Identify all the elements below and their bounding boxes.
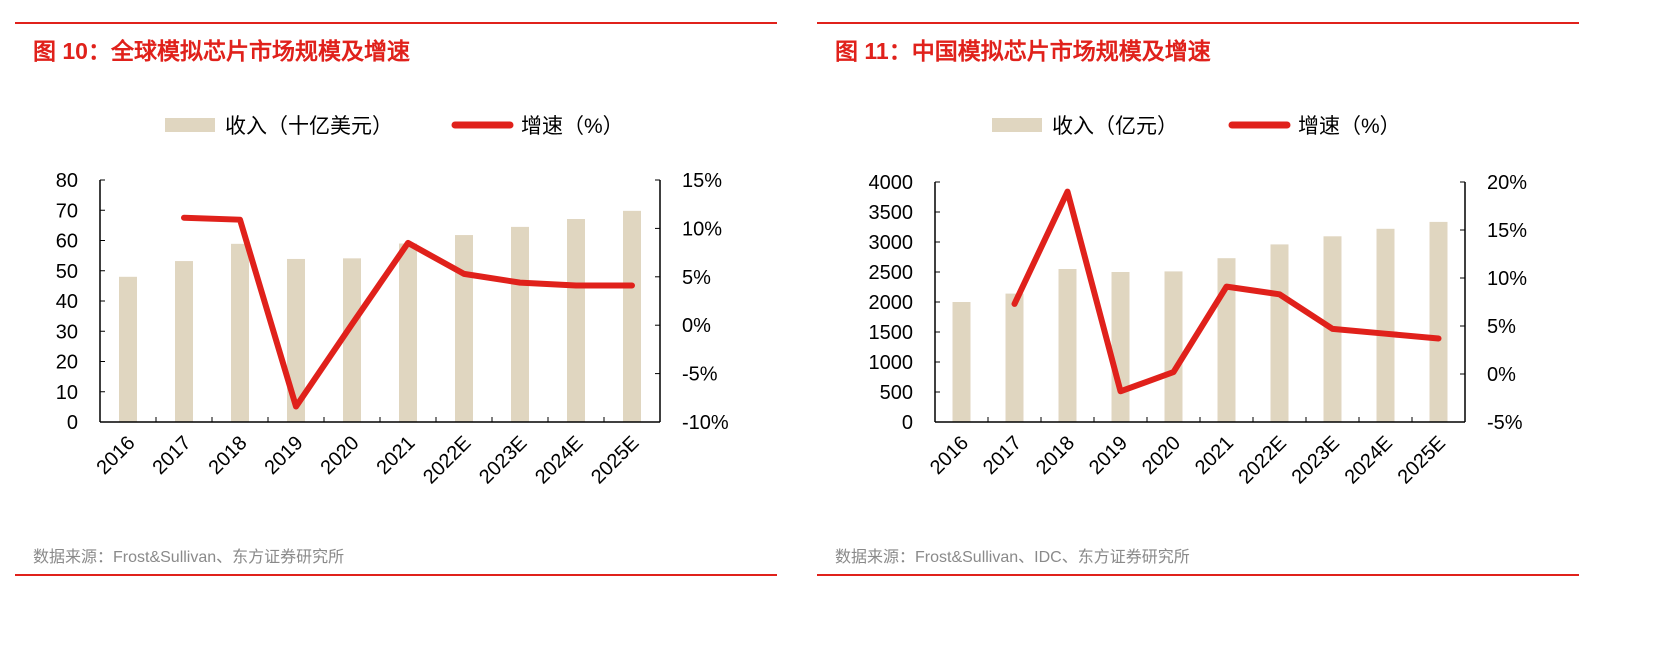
bar-2018 — [1058, 269, 1077, 422]
chart-title: 图 10：全球模拟芯片市场规模及增速 — [33, 38, 410, 64]
x-tick-label: 2019 — [261, 432, 308, 479]
top-divider — [817, 22, 1579, 24]
bar-2025E — [1429, 221, 1448, 422]
bottom-divider — [817, 574, 1579, 576]
x-tick-label: 2024E — [531, 432, 587, 488]
right-tick-label: 0% — [682, 315, 711, 337]
x-tick-label: 2021 — [1191, 432, 1238, 479]
bar-2016 — [952, 302, 971, 422]
x-tick-label: 2021 — [373, 432, 420, 479]
x-tick-label: 2016 — [93, 432, 140, 479]
left-tick-label: 20 — [56, 352, 78, 374]
chart-title: 图 11：中国模拟芯片市场规模及增速 — [835, 38, 1211, 64]
bar-2018 — [231, 243, 249, 422]
bar-2024E — [567, 219, 585, 422]
legend-label-line: 增速（%） — [1298, 115, 1401, 138]
right-tick-label: 10% — [682, 218, 722, 240]
x-tick-label: 2018 — [205, 432, 252, 479]
right-tick-label: -5% — [1487, 412, 1523, 434]
x-tick-label: 2022E — [1235, 432, 1291, 488]
x-tick-label: 2020 — [317, 432, 364, 479]
left-tick-label: 4000 — [869, 172, 914, 194]
x-tick-label: 2025E — [587, 432, 643, 488]
left-tick-label: 70 — [56, 200, 78, 222]
left-tick-label: 500 — [880, 382, 913, 404]
left-tick-label: 80 — [56, 170, 78, 192]
left-tick-label: 3500 — [869, 202, 914, 224]
left-tick-label: 2500 — [869, 262, 914, 284]
bar-2021 — [1217, 258, 1236, 422]
left-tick-label: 2000 — [869, 292, 914, 314]
source-note: 数据来源：Frost&Sullivan、东方证券研究所 — [33, 549, 345, 566]
top-divider — [15, 22, 777, 24]
right-tick-label: 15% — [1487, 220, 1527, 242]
chart-svg: 收入（十亿美元） 增速（%） 0 10 20 30 40 50 60 70 80 -10% -5% 0% 5… — [56, 115, 729, 488]
x-tick-label: 2019 — [1085, 432, 1132, 479]
bar-2021 — [399, 243, 417, 422]
right-tick-label: -5% — [682, 364, 718, 386]
bar-2017 — [175, 261, 193, 422]
bar-2019 — [1111, 272, 1130, 422]
right-tick-label: -10% — [682, 412, 729, 434]
x-tick-label: 2020 — [1138, 432, 1185, 479]
left-tick-label: 1000 — [869, 352, 914, 374]
left-tick-label: 40 — [56, 291, 78, 313]
x-tick-label: 2018 — [1032, 432, 1079, 479]
right-tick-label: 0% — [1487, 364, 1516, 386]
bar-2016 — [119, 276, 137, 422]
left-tick-label: 3000 — [869, 232, 914, 254]
legend-label-line: 增速（%） — [521, 115, 624, 138]
x-tick-label: 2017 — [149, 432, 196, 479]
bottom-divider — [15, 574, 777, 576]
legend-label-bar: 收入（亿元） — [1052, 115, 1178, 138]
chart-panel-global: 图 10：全球模拟芯片市场规模及增速 收入（十亿美元） 增速（%） 0 10 20 30 4… — [15, 0, 777, 649]
bar-2025E — [623, 210, 641, 422]
x-tick-label: 2017 — [979, 432, 1026, 479]
x-tick-label: 2024E — [1341, 432, 1397, 488]
left-tick-label: 10 — [56, 382, 78, 404]
bar-2017 — [1005, 293, 1024, 422]
legend-swatch-bar — [165, 118, 215, 132]
left-tick-label: 0 — [902, 412, 913, 434]
chart-panel-china: 图 11：中国模拟芯片市场规模及增速 收入（亿元） 增速（%） 0 500 1000 15… — [817, 0, 1579, 649]
x-tick-label: 2025E — [1394, 432, 1450, 488]
left-tick-label: 0 — [67, 412, 78, 434]
chart-svg: 收入（亿元） 增速（%） 0 500 1000 1500 2000 2500 3000 3500 4… — [869, 115, 1528, 488]
x-tick-label: 2016 — [926, 432, 973, 479]
bar-2020 — [1164, 271, 1183, 422]
right-tick-label: 5% — [682, 267, 711, 289]
right-tick-label: 5% — [1487, 316, 1516, 338]
left-tick-label: 1500 — [869, 322, 914, 344]
x-tick-label: 2022E — [419, 432, 475, 488]
left-tick-label: 60 — [56, 231, 78, 253]
right-tick-label: 10% — [1487, 268, 1527, 290]
legend-swatch-bar — [992, 118, 1042, 132]
left-tick-label: 50 — [56, 261, 78, 283]
bar-2022E — [455, 235, 473, 422]
source-note: 数据来源：Frost&Sullivan、IDC、东方证券研究所 — [835, 549, 1190, 566]
left-tick-label: 30 — [56, 321, 78, 343]
x-tick-label: 2023E — [475, 432, 531, 488]
bar-2023E — [511, 226, 529, 422]
x-tick-label: 2023E — [1288, 432, 1344, 488]
right-tick-label: 20% — [1487, 172, 1527, 194]
legend-label-bar: 收入（十亿美元） — [225, 115, 393, 138]
bar-2024E — [1376, 228, 1395, 422]
right-tick-label: 15% — [682, 170, 722, 192]
bar-2022E — [1270, 244, 1289, 422]
bar-2020 — [343, 258, 361, 422]
